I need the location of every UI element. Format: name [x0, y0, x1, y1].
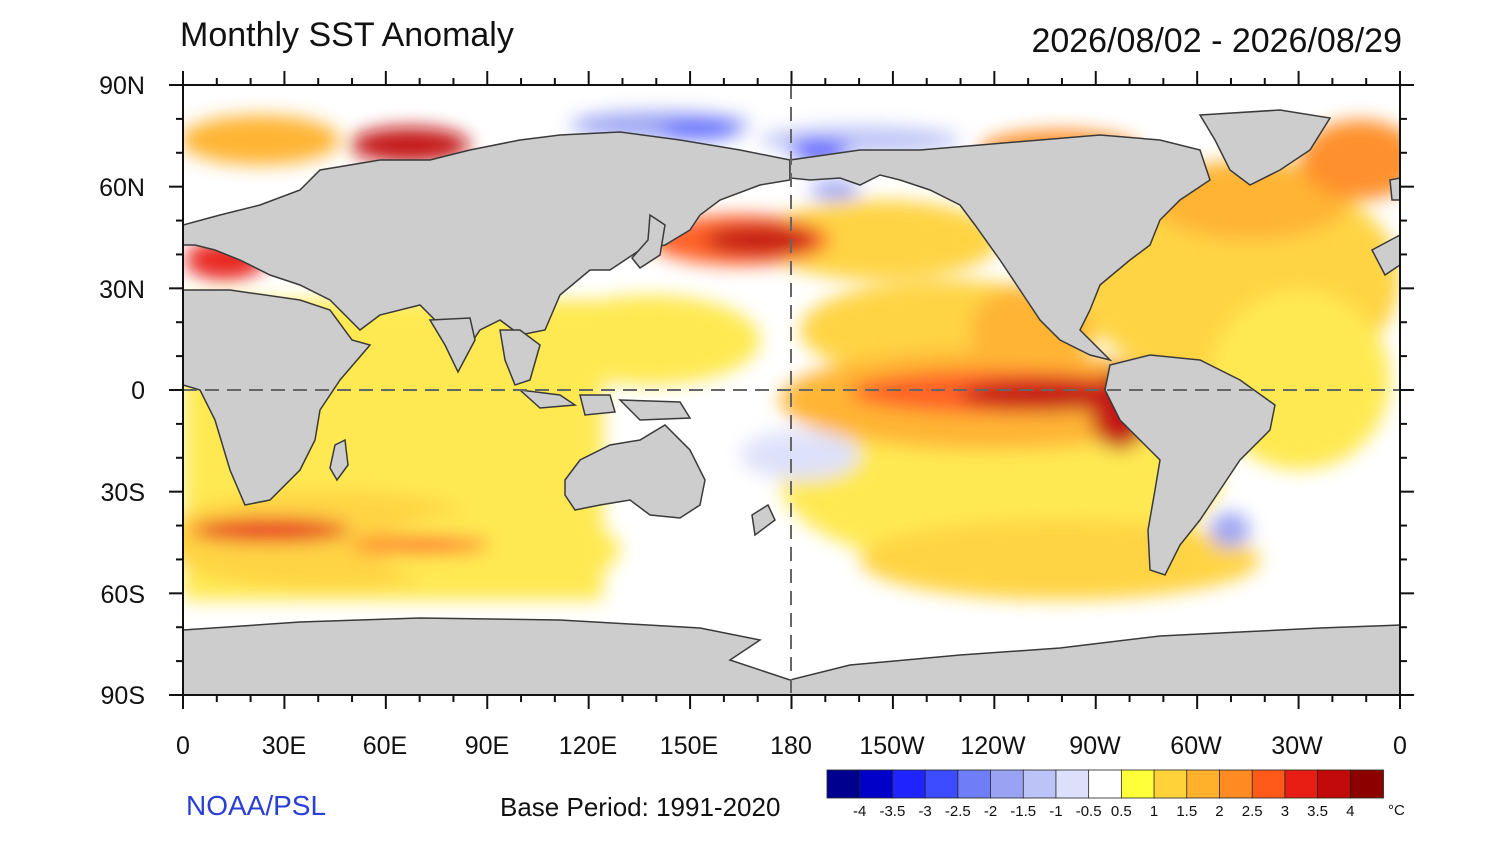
colorbar-tick-label: -3 — [918, 803, 932, 820]
colorbar-swatch — [1153, 769, 1188, 799]
colorbar-swatch — [957, 769, 992, 799]
base-period-label: Base Period: 1991-2020 — [500, 792, 781, 822]
lon-label-120w: 120W — [960, 732, 1026, 760]
lat-label-30s: 30S — [100, 479, 145, 507]
colorbar-tick-label: 4 — [1346, 803, 1355, 820]
colorbar — [826, 769, 1384, 799]
lat-label-60n: 60N — [99, 174, 145, 202]
colorbar-swatch — [1088, 769, 1123, 799]
colorbar-tick-label: 3.5 — [1307, 803, 1328, 820]
colorbar-swatch — [1349, 769, 1384, 799]
colorbar-swatch — [1120, 769, 1155, 799]
colorbar-tick-label: 1.5 — [1176, 803, 1198, 820]
lon-label-120e: 120E — [558, 732, 618, 760]
continents — [183, 109, 1400, 695]
colorbar-tick-label: -4 — [853, 803, 867, 820]
colorbar-tick-label: -1.5 — [1010, 803, 1037, 820]
date-range: 2026/08/02 - 2026/08/29 — [1031, 22, 1402, 60]
colorbar-swatch — [1317, 769, 1352, 799]
credit-label: NOAA/PSL — [186, 790, 327, 821]
colorbar-swatch — [1055, 769, 1090, 799]
lon-label-180: 180 — [770, 732, 812, 760]
colorbar-swatch — [826, 769, 861, 799]
colorbar-swatch — [924, 769, 959, 799]
colorbar-swatch — [1219, 769, 1254, 799]
colorbar-tick-label: -2 — [983, 803, 998, 820]
colorbar-swatch — [892, 769, 927, 799]
colorbar-swatch — [1186, 769, 1221, 799]
colorbar-swatch — [1251, 769, 1286, 799]
colorbar-tick-label: 3 — [1280, 803, 1290, 820]
lat-label-90n: 90N — [99, 72, 145, 100]
lat-label-90s: 90S — [100, 682, 145, 710]
colorbar-tick-label: 1 — [1149, 803, 1159, 820]
map-title: Monthly SST Anomaly — [180, 16, 514, 54]
colorbar-unit: °C — [1388, 802, 1405, 819]
colorbar-tick-label: 2 — [1215, 803, 1224, 820]
colorbar-tick-label: -3.5 — [879, 803, 906, 820]
lat-label-60s: 60S — [100, 581, 145, 609]
lon-label-90e: 90E — [464, 732, 510, 760]
axis-ticks — [169, 71, 1414, 709]
colorbar-swatch — [1284, 769, 1319, 799]
lat-label-30n: 30N — [99, 276, 145, 304]
lon-label-150e: 150E — [659, 732, 719, 760]
colorbar-tick-label: -0.5 — [1075, 803, 1102, 820]
colorbar-tick-label: 2.5 — [1241, 803, 1263, 820]
colorbar-tick-label: 0.5 — [1110, 803, 1132, 820]
lon-label-90w: 90W — [1069, 732, 1121, 760]
colorbar-swatch — [859, 769, 894, 799]
lon-label-30w: 30W — [1271, 732, 1323, 760]
lat-label-0: 0 — [131, 377, 145, 405]
colorbar-tick-label: -1 — [1049, 803, 1063, 820]
colorbar-swatch — [990, 769, 1025, 799]
lon-label-0-east: 0 — [1393, 732, 1407, 760]
colorbar-tick-label: -2.5 — [944, 803, 971, 820]
colorbar-swatch — [1022, 769, 1057, 799]
lon-label-60e: 60E — [362, 732, 408, 760]
lon-label-150w: 150W — [859, 732, 925, 760]
lon-label-30e: 30E — [261, 732, 307, 760]
lon-label-0: 0 — [176, 732, 190, 760]
lon-label-60w: 60W — [1170, 732, 1222, 760]
